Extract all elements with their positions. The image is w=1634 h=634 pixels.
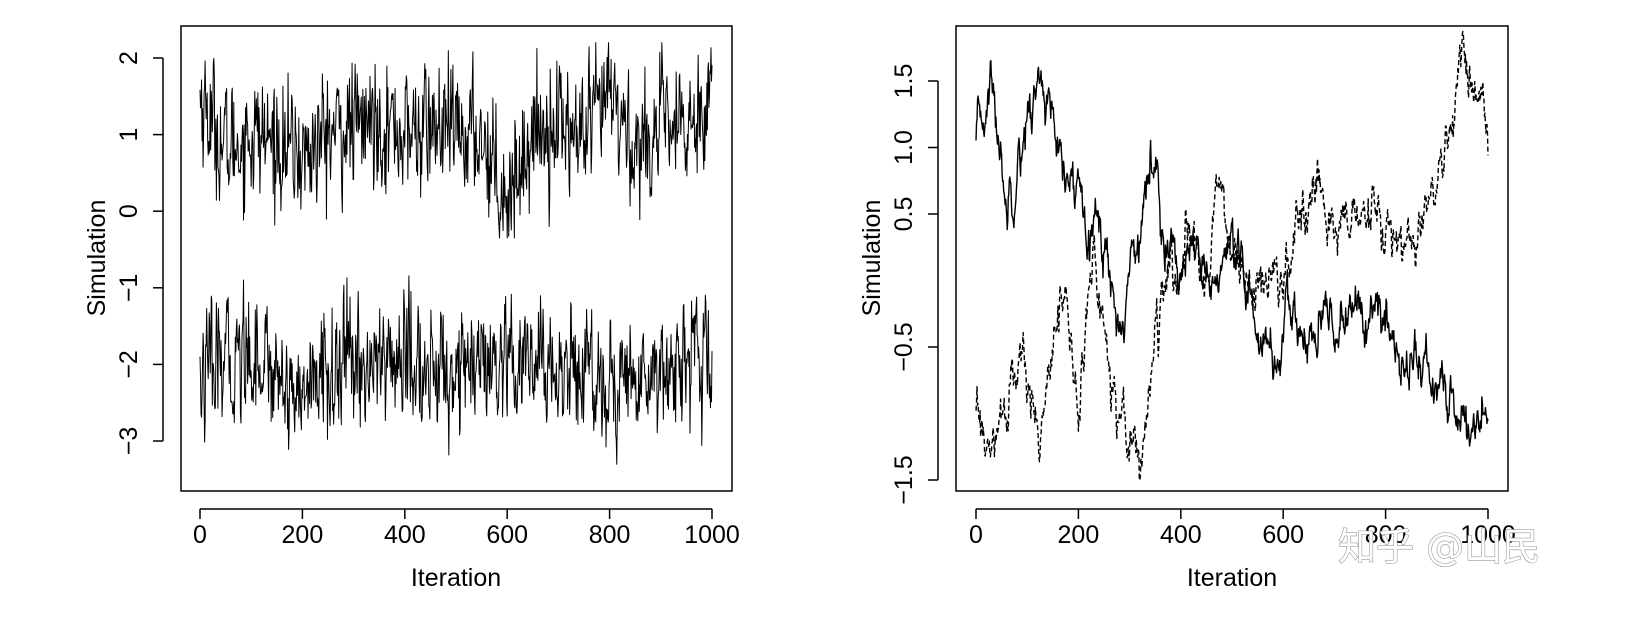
y-tick-label: 1 [115,128,143,142]
x-tick-label: 800 [1365,521,1407,549]
right-plot-frame [955,25,1509,492]
left-x-axis-label: Iteration [411,564,501,592]
right-y-axis-label: Simulation [858,200,886,317]
solid-series-line-1 [199,275,713,465]
x-tick-label: 200 [1058,521,1100,549]
left-series-group [199,42,713,465]
y-tick-label: −1.5 [890,455,918,504]
x-tick-label: 600 [486,521,528,549]
left-chart-panel: 0 200 400 600 800 1000 −3 −2 −1 0 1 2 Iteration Si… [83,25,740,592]
x-tick-label: 0 [193,521,207,549]
x-tick-label: 400 [1160,521,1202,549]
dashed-series-line-1 [975,30,1489,482]
right-y-axis: −1.5 −0.5 0.5 1.0 1.5 [890,64,939,505]
right-chart-panel: 0 200 400 600 800 1000 −1.5 −0.5 0.5 1.0 1.5 Iter… [858,25,1516,592]
x-tick-label: 1000 [684,521,740,549]
x-tick-label: 400 [384,521,426,549]
x-tick-label: 600 [1262,521,1304,549]
y-tick-label: 0.5 [890,197,918,232]
y-tick-label: −1 [115,274,143,303]
x-tick-label: 0 [969,521,983,549]
right-series-group [975,30,1489,482]
solid-series-line-0 [199,42,713,239]
y-tick-label: 1.5 [890,64,918,99]
y-tick-label: −3 [115,427,143,456]
left-y-axis: −3 −2 −1 0 1 2 [115,51,164,456]
y-tick-label: 2 [115,51,143,65]
y-tick-label: 1.0 [890,130,918,165]
y-tick-label: 0 [115,204,143,218]
solid-series-line-0 [975,59,1489,447]
watermark: 知乎 @山民 [1338,525,1540,569]
x-tick-label: 1000 [1460,521,1516,549]
right-x-axis: 0 200 400 600 800 1000 [969,508,1516,549]
left-plot-frame [180,25,733,492]
x-tick-label: 800 [589,521,631,549]
x-tick-label: 200 [282,521,324,549]
left-y-axis-label: Simulation [83,200,111,317]
y-tick-label: −2 [115,350,143,379]
right-x-axis-label: Iteration [1187,564,1277,592]
left-x-axis: 0 200 400 600 800 1000 [193,508,740,549]
y-tick-label: −0.5 [890,322,918,371]
